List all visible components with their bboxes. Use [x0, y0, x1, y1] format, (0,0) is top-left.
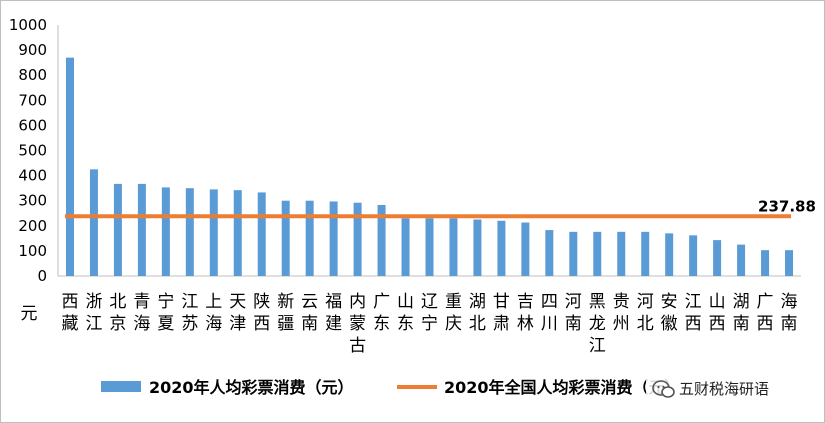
bar [209, 189, 218, 276]
bar [521, 222, 530, 276]
x-category-label: 河南 [565, 292, 582, 334]
y-tick-label: 0 [37, 267, 47, 285]
bar [161, 187, 170, 276]
x-category-label: 吉林 [517, 292, 534, 334]
bar [473, 219, 482, 276]
bar [785, 250, 794, 276]
bar [713, 240, 722, 276]
x-category-label: 海南 [781, 292, 798, 334]
bar [425, 218, 434, 276]
x-category-label: 河北 [637, 292, 654, 334]
watermark-backdrop [646, 375, 808, 401]
bar-series [65, 57, 794, 276]
y-axis-ticks: 0 100 200 300 400 500 600 700 800 900 1000 [9, 16, 47, 285]
y-tick-label: 300 [18, 192, 47, 210]
x-category-label: 福建 [325, 292, 342, 334]
y-unit-label: 元 [21, 304, 38, 324]
x-category-label: 黑龙江 [589, 292, 606, 356]
y-tick-label: 400 [18, 167, 47, 185]
bar [689, 235, 698, 276]
x-category-label: 云南 [301, 292, 318, 334]
bar [353, 202, 362, 276]
x-axis-category-labels: 西藏浙江北京青海宁夏江苏上海天津陕西新疆云南福建内蒙古广东山东辽宁重庆湖北甘肃吉… [61, 292, 797, 356]
bar [89, 169, 98, 276]
bar [737, 244, 746, 276]
bar [401, 218, 410, 276]
x-category-label: 广西 [757, 292, 774, 334]
x-category-label: 宁夏 [157, 292, 174, 334]
legend-bar-swatch [101, 381, 141, 392]
y-tick-label: 700 [18, 91, 47, 109]
bar [497, 220, 506, 276]
bar [281, 200, 290, 276]
legend-bar-label: 2020年人均彩票消费（元） [149, 378, 354, 397]
y-tick-label: 800 [18, 66, 47, 84]
bar [185, 188, 194, 276]
bar [449, 218, 458, 276]
bar [569, 231, 578, 276]
wechat-icon [652, 380, 675, 398]
y-tick-label: 200 [18, 217, 47, 235]
bar [233, 190, 242, 276]
y-tick-label: 100 [18, 242, 47, 260]
x-category-label: 青海 [133, 292, 150, 334]
bar [665, 233, 674, 276]
bar [377, 204, 386, 276]
x-category-label: 辽宁 [421, 292, 438, 334]
bar [137, 183, 146, 276]
x-category-label: 山东 [397, 292, 414, 334]
x-category-label: 西藏 [61, 292, 78, 334]
y-tick-label: 1000 [9, 16, 47, 34]
watermark-text: 五财税海研语 [679, 380, 769, 398]
x-category-label: 山西 [709, 292, 726, 334]
y-tick-label: 900 [18, 41, 47, 59]
x-category-label: 安徽 [661, 292, 678, 334]
x-category-label: 内蒙古 [349, 292, 366, 356]
x-category-label: 北京 [109, 292, 126, 334]
bar [545, 230, 554, 276]
legend: 2020年人均彩票消费（元） 2020年全国人均彩票消费（元） [101, 378, 681, 397]
x-category-label: 天津 [229, 292, 246, 334]
bar [305, 200, 314, 276]
x-category-label: 浙江 [85, 292, 102, 334]
x-category-label: 贵州 [613, 292, 630, 334]
x-category-label: 新疆 [277, 292, 294, 334]
x-category-label: 江西 [685, 292, 702, 334]
x-category-label: 重庆 [445, 292, 462, 334]
x-category-label: 上海 [205, 292, 222, 334]
y-tick-label: 600 [18, 116, 47, 134]
national-average-label: 237.88 [758, 197, 816, 215]
bar [761, 250, 770, 276]
bar [617, 231, 626, 276]
bar [257, 192, 266, 276]
watermark: 五财税海研语 [646, 375, 808, 401]
x-category-label: 甘肃 [493, 292, 510, 334]
bar [65, 57, 74, 276]
bar [113, 183, 122, 276]
bar [593, 231, 602, 276]
legend-line-label: 2020年全国人均彩票消费（元） [444, 378, 681, 397]
bar [641, 231, 650, 276]
bar [329, 201, 338, 276]
x-category-label: 四川 [541, 292, 558, 334]
x-category-label: 江苏 [181, 292, 198, 334]
y-tick-label: 500 [18, 142, 47, 160]
x-category-label: 湖南 [733, 292, 750, 334]
x-category-label: 陕西 [253, 292, 270, 334]
x-category-label: 湖北 [469, 292, 486, 334]
x-category-label: 广东 [373, 292, 390, 334]
